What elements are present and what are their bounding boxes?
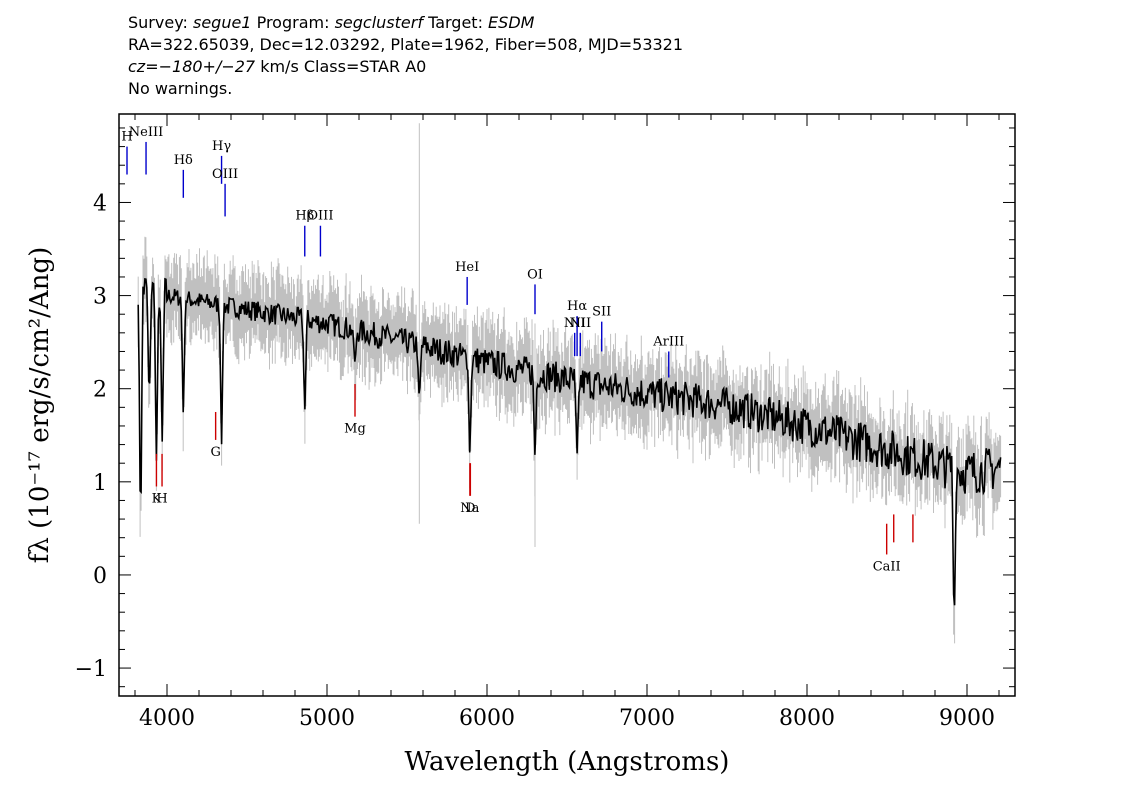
emission-label-2: Hδ bbox=[174, 153, 193, 168]
absorption-label-2: G bbox=[210, 445, 220, 460]
y-tick-label: −1 bbox=[75, 657, 107, 682]
survey-label: Survey: bbox=[128, 13, 188, 32]
emission-label-9: NII bbox=[564, 316, 586, 331]
x-tick-label: 4000 bbox=[139, 706, 195, 731]
y-tick-label: 4 bbox=[93, 191, 107, 216]
y-tick-label: 3 bbox=[93, 285, 107, 310]
flux-series bbox=[137, 277, 1002, 606]
header-line-warnings: No warnings. bbox=[128, 79, 233, 98]
x-tick-label: 9000 bbox=[939, 706, 995, 731]
emission-label-10: Hα bbox=[567, 299, 587, 314]
emission-label-12: SII bbox=[592, 305, 611, 320]
absorption-label-1: H bbox=[156, 491, 167, 506]
target-value: ESDM bbox=[488, 13, 535, 32]
emission-label-7: HeI bbox=[455, 260, 479, 275]
emission-label-0: H bbox=[121, 130, 132, 145]
y-tick-label: 0 bbox=[93, 564, 107, 589]
header-line-survey: Survey: segue1 Program: segclusterf Targ… bbox=[128, 12, 683, 34]
emission-label-8: OI bbox=[527, 267, 543, 282]
x-tick-label: 6000 bbox=[459, 706, 515, 731]
header-line-redshift: cz=−180+/−27 km/s Class=STAR A0 bbox=[128, 56, 683, 78]
program-value: segclusterf bbox=[334, 13, 423, 32]
x-axis-title: Wavelength (Angstroms) bbox=[405, 747, 730, 777]
absorption-label-0: K bbox=[152, 491, 162, 506]
emission-label-13: ArIII bbox=[652, 334, 684, 349]
y-tick-label: 2 bbox=[93, 378, 107, 403]
absorption-label-4: Na bbox=[460, 501, 479, 516]
x-tick-label: 7000 bbox=[619, 706, 675, 731]
emission-label-4: OIII bbox=[212, 167, 238, 182]
absorption-label-3: Mg bbox=[344, 422, 366, 437]
survey-value: segue1 bbox=[192, 13, 252, 32]
plot-frame bbox=[118, 113, 1016, 697]
y-axis-title: fλ (10⁻¹⁷ erg/s/cm²/Ang) bbox=[25, 247, 55, 563]
emission-label-1: NeIII bbox=[129, 125, 163, 140]
x-tick-label: 5000 bbox=[299, 706, 355, 731]
plot-axes: 4000 5000 6000 7000 8000 9000 −1 0 1 2 3 4 bbox=[75, 114, 1015, 731]
emission-label-3: Hγ bbox=[212, 139, 231, 154]
absorption-label-6: CaII bbox=[873, 559, 901, 574]
emission-label-11: NII bbox=[569, 316, 591, 331]
emission-label-6: OIII bbox=[307, 209, 333, 224]
target-label: Target: bbox=[428, 13, 483, 32]
noise-envelope bbox=[137, 236, 1002, 644]
x-tick-label: 8000 bbox=[779, 706, 835, 731]
cz-value: cz=−180+/−27 bbox=[128, 57, 256, 76]
absorption-label-5: D bbox=[465, 501, 475, 516]
emission-label-5: Hβ bbox=[295, 209, 314, 224]
program-label: Program: bbox=[256, 13, 330, 32]
flux-line bbox=[137, 277, 1002, 606]
y-tick-label: 1 bbox=[93, 471, 107, 496]
spectrum-header: Survey: segue1 Program: segclusterf Targ… bbox=[128, 12, 683, 100]
header-line-coordinates: RA=322.65039, Dec=12.03292, Plate=1962, … bbox=[128, 35, 684, 54]
class-text: km/s Class=STAR A0 bbox=[260, 57, 427, 76]
